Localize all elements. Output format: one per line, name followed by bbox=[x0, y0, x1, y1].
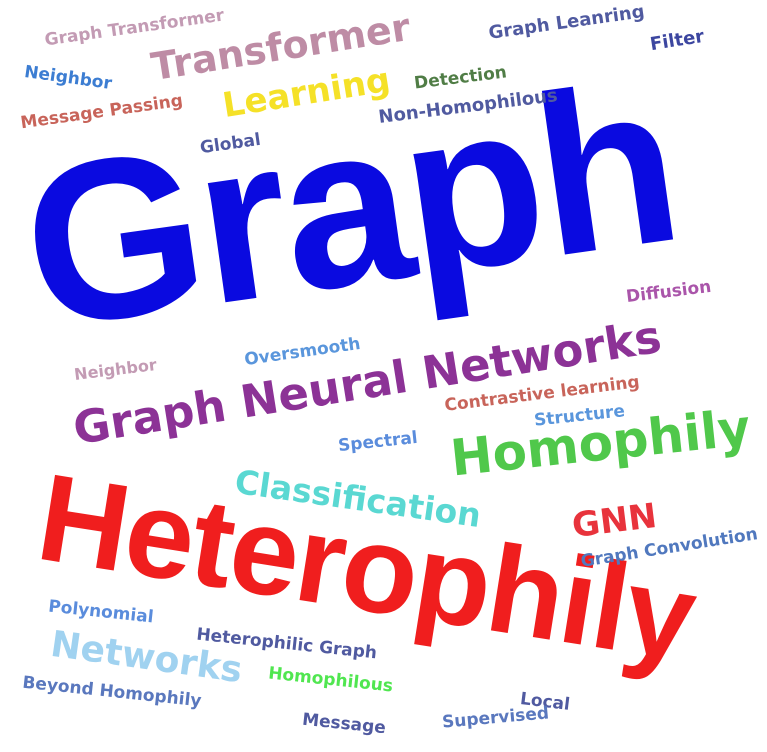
word-polynomial: Polynomial bbox=[47, 596, 155, 628]
word-message: Message bbox=[301, 709, 387, 739]
word-supervised: Supervised bbox=[441, 703, 550, 733]
word-neighbor-top: Neighbor bbox=[23, 61, 114, 95]
word-graph-leanring: Graph Leanring bbox=[487, 1, 646, 44]
word-gnn: GNN bbox=[569, 495, 659, 547]
word-homophilous: Homophilous bbox=[267, 663, 394, 697]
word-spectral: Spectral bbox=[337, 427, 419, 457]
word-filter: Filter bbox=[648, 25, 706, 56]
